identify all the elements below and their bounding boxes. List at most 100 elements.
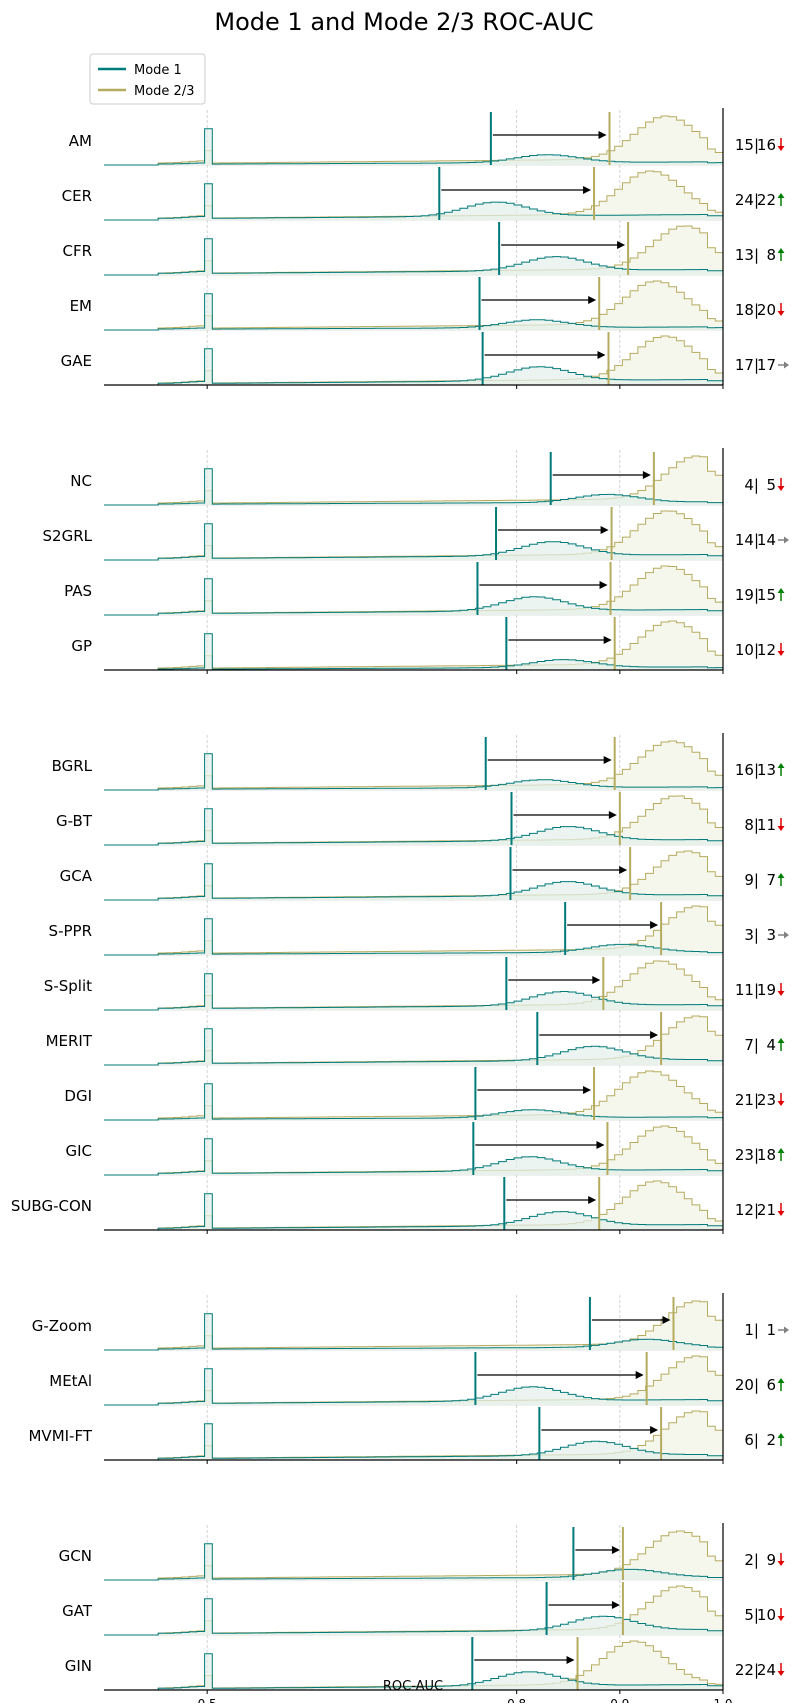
shift-arrowhead bbox=[566, 1656, 575, 1664]
shift-arrowhead bbox=[583, 1086, 592, 1094]
shift-arrowhead bbox=[611, 1601, 620, 1609]
row-label: GIN bbox=[65, 1657, 92, 1675]
mode1-hist bbox=[104, 348, 724, 386]
trend-arrowhead bbox=[777, 588, 785, 593]
row-cer: CER 24|22 bbox=[62, 165, 785, 221]
rank-mode1: 6| bbox=[744, 1431, 759, 1449]
rank-mode1: 2| bbox=[744, 1551, 759, 1569]
mode1-hist bbox=[104, 183, 724, 221]
rank-mode23: 4 bbox=[766, 1036, 776, 1054]
mode23-hist bbox=[104, 740, 724, 791]
row-label: PAS bbox=[64, 582, 92, 600]
trend-arrowhead bbox=[777, 651, 785, 656]
row-label: S-PPR bbox=[49, 922, 92, 940]
mode1-hist bbox=[104, 1653, 724, 1691]
row-subg-con: SUBG-CON 12|21 bbox=[11, 1175, 785, 1231]
mode23-hist bbox=[104, 565, 724, 616]
group-panel-1: NC 4| 5 S2GRL 14|14 PAS 19|15 GP 10|12 bbox=[43, 448, 789, 674]
trend-arrowhead bbox=[777, 486, 785, 491]
trend-arrowhead bbox=[777, 248, 785, 253]
mode1-hist bbox=[104, 1083, 724, 1121]
rank-mode23: 23 bbox=[757, 1091, 776, 1109]
mode1-hist bbox=[104, 808, 724, 846]
shift-arrowhead bbox=[588, 296, 597, 304]
row-label: GP bbox=[71, 637, 92, 655]
group-panel-3: G-Zoom 1| 1 MEtAl 20| 6 MVMI-FT 6| 2 bbox=[28, 1293, 789, 1464]
shift-arrowhead bbox=[608, 811, 617, 819]
rank-mode23: 18 bbox=[757, 1146, 776, 1164]
rank-mode23: 21 bbox=[757, 1201, 776, 1219]
rank-mode1: 10| bbox=[735, 641, 759, 659]
mode1-hist bbox=[104, 633, 724, 671]
row-label: NC bbox=[70, 472, 92, 490]
rank-mode1: 13| bbox=[735, 246, 759, 264]
row-label: GIC bbox=[65, 1142, 92, 1160]
trend-arrowhead bbox=[777, 193, 785, 198]
row-merit: MERIT 7| 4 bbox=[46, 1010, 785, 1066]
trend-arrowhead bbox=[777, 1148, 785, 1153]
row-gic: GIC 23|18 bbox=[65, 1120, 785, 1176]
shift-arrowhead bbox=[611, 1546, 620, 1554]
trend-arrowhead bbox=[784, 1326, 789, 1334]
trend-arrowhead bbox=[777, 1211, 785, 1216]
rank-mode1: 4| bbox=[744, 476, 759, 494]
mode1-hist bbox=[104, 128, 724, 166]
row-bgrl: BGRL 16|13 bbox=[52, 735, 785, 791]
rank-mode23: 5 bbox=[766, 476, 776, 494]
rank-mode23: 11 bbox=[757, 816, 776, 834]
mode23-hist bbox=[104, 1125, 724, 1176]
mode1-hist bbox=[104, 1368, 724, 1406]
mode1-hist bbox=[104, 293, 724, 331]
rank-mode23: 9 bbox=[766, 1551, 776, 1569]
trend-arrowhead bbox=[777, 1616, 785, 1621]
shift-arrowhead bbox=[635, 1371, 644, 1379]
rank-mode23: 12 bbox=[757, 641, 776, 659]
legend: Mode 1 Mode 2/3 bbox=[89, 53, 206, 105]
rank-mode23: 20 bbox=[757, 301, 776, 319]
shift-arrowhead bbox=[588, 1196, 597, 1204]
row-label: EM bbox=[70, 297, 92, 315]
rank-mode23: 14 bbox=[757, 531, 776, 549]
trend-arrowhead bbox=[777, 991, 785, 996]
mode1-hist bbox=[104, 1193, 724, 1231]
legend-label-mode23: Mode 2/3 bbox=[134, 84, 194, 99]
rank-mode1: 7| bbox=[744, 1036, 759, 1054]
trend-arrowhead bbox=[777, 873, 785, 878]
row-pas: PAS 19|15 bbox=[64, 560, 785, 616]
row-label: GAT bbox=[62, 1602, 93, 1620]
chart-title: Mode 1 and Mode 2/3 ROC-AUC bbox=[214, 8, 593, 36]
mode1-hist bbox=[104, 1028, 724, 1066]
trend-arrowhead bbox=[784, 361, 789, 369]
mode1-hist bbox=[104, 468, 724, 506]
row-label: S2GRL bbox=[43, 527, 93, 545]
rank-mode1: 15| bbox=[735, 136, 759, 154]
row-label: G-Zoom bbox=[32, 1317, 92, 1335]
row-s-split: S-Split 11|19 bbox=[44, 955, 785, 1011]
mode1-hist bbox=[104, 863, 724, 901]
rank-mode1: 21| bbox=[735, 1091, 759, 1109]
rank-mode1: 16| bbox=[735, 761, 759, 779]
mode1-hist bbox=[104, 1543, 724, 1581]
shift-arrowhead bbox=[650, 921, 659, 929]
trend-arrowhead bbox=[777, 826, 785, 831]
trend-arrowhead bbox=[784, 536, 789, 544]
mode1-hist bbox=[104, 918, 724, 956]
trend-arrowhead bbox=[777, 1378, 785, 1383]
shift-arrowhead bbox=[598, 131, 607, 139]
trend-arrowhead bbox=[784, 931, 789, 939]
rank-mode1: 22| bbox=[735, 1661, 759, 1679]
row-label: BGRL bbox=[52, 757, 93, 775]
x-tick-label: 0.9 bbox=[610, 1697, 629, 1703]
group-panel-0: AM 15|16 CER 24|22 CFR 13| 8 EM 18|20 GAE 17|17 bbox=[61, 108, 789, 389]
rank-mode1: 5| bbox=[744, 1606, 759, 1624]
shift-arrowhead bbox=[603, 756, 612, 764]
row-dgi: DGI 21|23 bbox=[64, 1065, 785, 1121]
group-panel-4: GCN 2| 9 GAT 5|10 GIN 22|24 bbox=[59, 1523, 785, 1694]
rank-mode1: 12| bbox=[735, 1201, 759, 1219]
rank-mode23: 16 bbox=[757, 136, 776, 154]
mode23-hist bbox=[104, 1180, 724, 1231]
mode23-hist bbox=[104, 1355, 724, 1406]
row-gcn: GCN 2| 9 bbox=[59, 1525, 785, 1581]
shift-arrowhead bbox=[662, 1316, 671, 1324]
rank-mode23: 17 bbox=[757, 356, 776, 374]
